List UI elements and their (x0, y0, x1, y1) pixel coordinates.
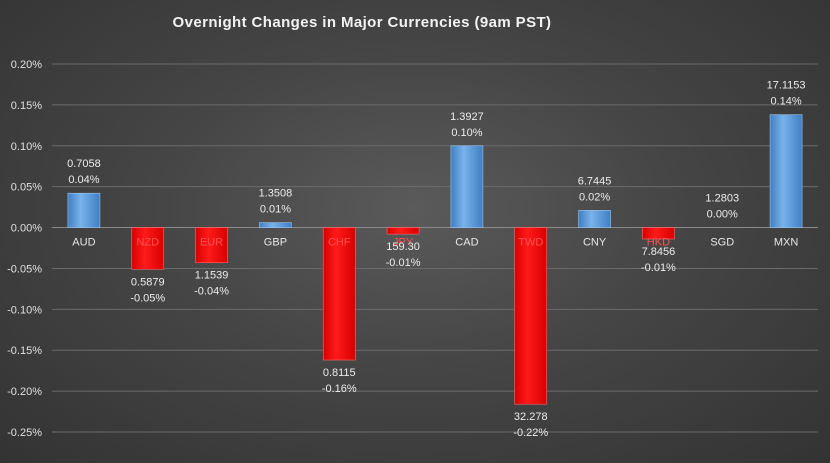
rate-label: 1.3927 (450, 111, 484, 123)
y-tick-label: -0.10% (7, 304, 42, 316)
percent-label: 0.04% (68, 174, 99, 186)
category-label: SGD (710, 237, 734, 249)
chart-title: Overnight Changes in Major Currencies (9… (172, 14, 552, 31)
bar-chf (322, 227, 356, 361)
rate-label: 1.3508 (259, 188, 293, 200)
bar-cny (578, 210, 611, 228)
rate-label: 32.278 (514, 411, 548, 423)
category-label: HKD (647, 237, 670, 249)
rate-label: 1.1539 (195, 270, 229, 282)
y-tick-label: 0.00% (11, 223, 42, 235)
category-label: GBP (264, 237, 287, 249)
bar-twd (514, 227, 548, 405)
percent-label: 0.14% (770, 96, 801, 108)
bar-gbp (259, 222, 292, 228)
category-label: TWD (518, 237, 543, 249)
rate-label: 17.1153 (767, 80, 806, 92)
percent-label: 0.02% (579, 191, 610, 203)
percent-label: 0.00% (707, 209, 738, 221)
bar-hkd (642, 227, 675, 240)
y-tick-label: -0.05% (7, 263, 42, 275)
y-tick-label: 0.20% (11, 59, 42, 71)
bar-cad (450, 145, 484, 228)
category-label: CNY (583, 237, 607, 249)
y-tick-label: 0.15% (11, 100, 42, 112)
rate-label: 0.5879 (131, 276, 165, 288)
percent-label: -0.01% (641, 262, 676, 274)
percent-label: -0.22% (513, 427, 548, 439)
category-label: MXN (774, 237, 799, 249)
category-label: AUD (72, 237, 95, 249)
category-label: CAD (455, 237, 478, 249)
y-tick-label: 0.10% (11, 141, 42, 153)
bar-aud (67, 192, 101, 228)
percent-label: -0.04% (194, 286, 229, 298)
bar-mxn (769, 114, 803, 228)
percent-label: 0.10% (451, 127, 482, 139)
rate-label: 1.2803 (705, 193, 739, 205)
bar-jpy (386, 227, 420, 235)
bar-nzd (131, 227, 165, 270)
y-tick-label: -0.20% (7, 386, 42, 398)
rate-label: 6.7445 (578, 175, 612, 187)
category-label: NZD (136, 237, 159, 249)
rate-label: 159.30 (386, 241, 420, 253)
bar-eur (195, 227, 228, 264)
category-label: CHF (328, 237, 351, 249)
rate-label: 0.7058 (67, 158, 101, 170)
category-label: EUR (200, 237, 223, 249)
rate-label: 0.8115 (323, 367, 356, 379)
percent-label: 0.01% (260, 204, 291, 216)
y-tick-label: -0.15% (7, 345, 42, 357)
y-tick-label: 0.05% (11, 182, 42, 194)
percent-label: -0.01% (386, 257, 421, 269)
rate-label: 7.8456 (642, 246, 676, 258)
percent-label: -0.16% (322, 383, 357, 395)
percent-label: -0.05% (130, 292, 165, 304)
y-tick-label: -0.25% (7, 427, 42, 439)
category-label: JPY (393, 237, 414, 249)
